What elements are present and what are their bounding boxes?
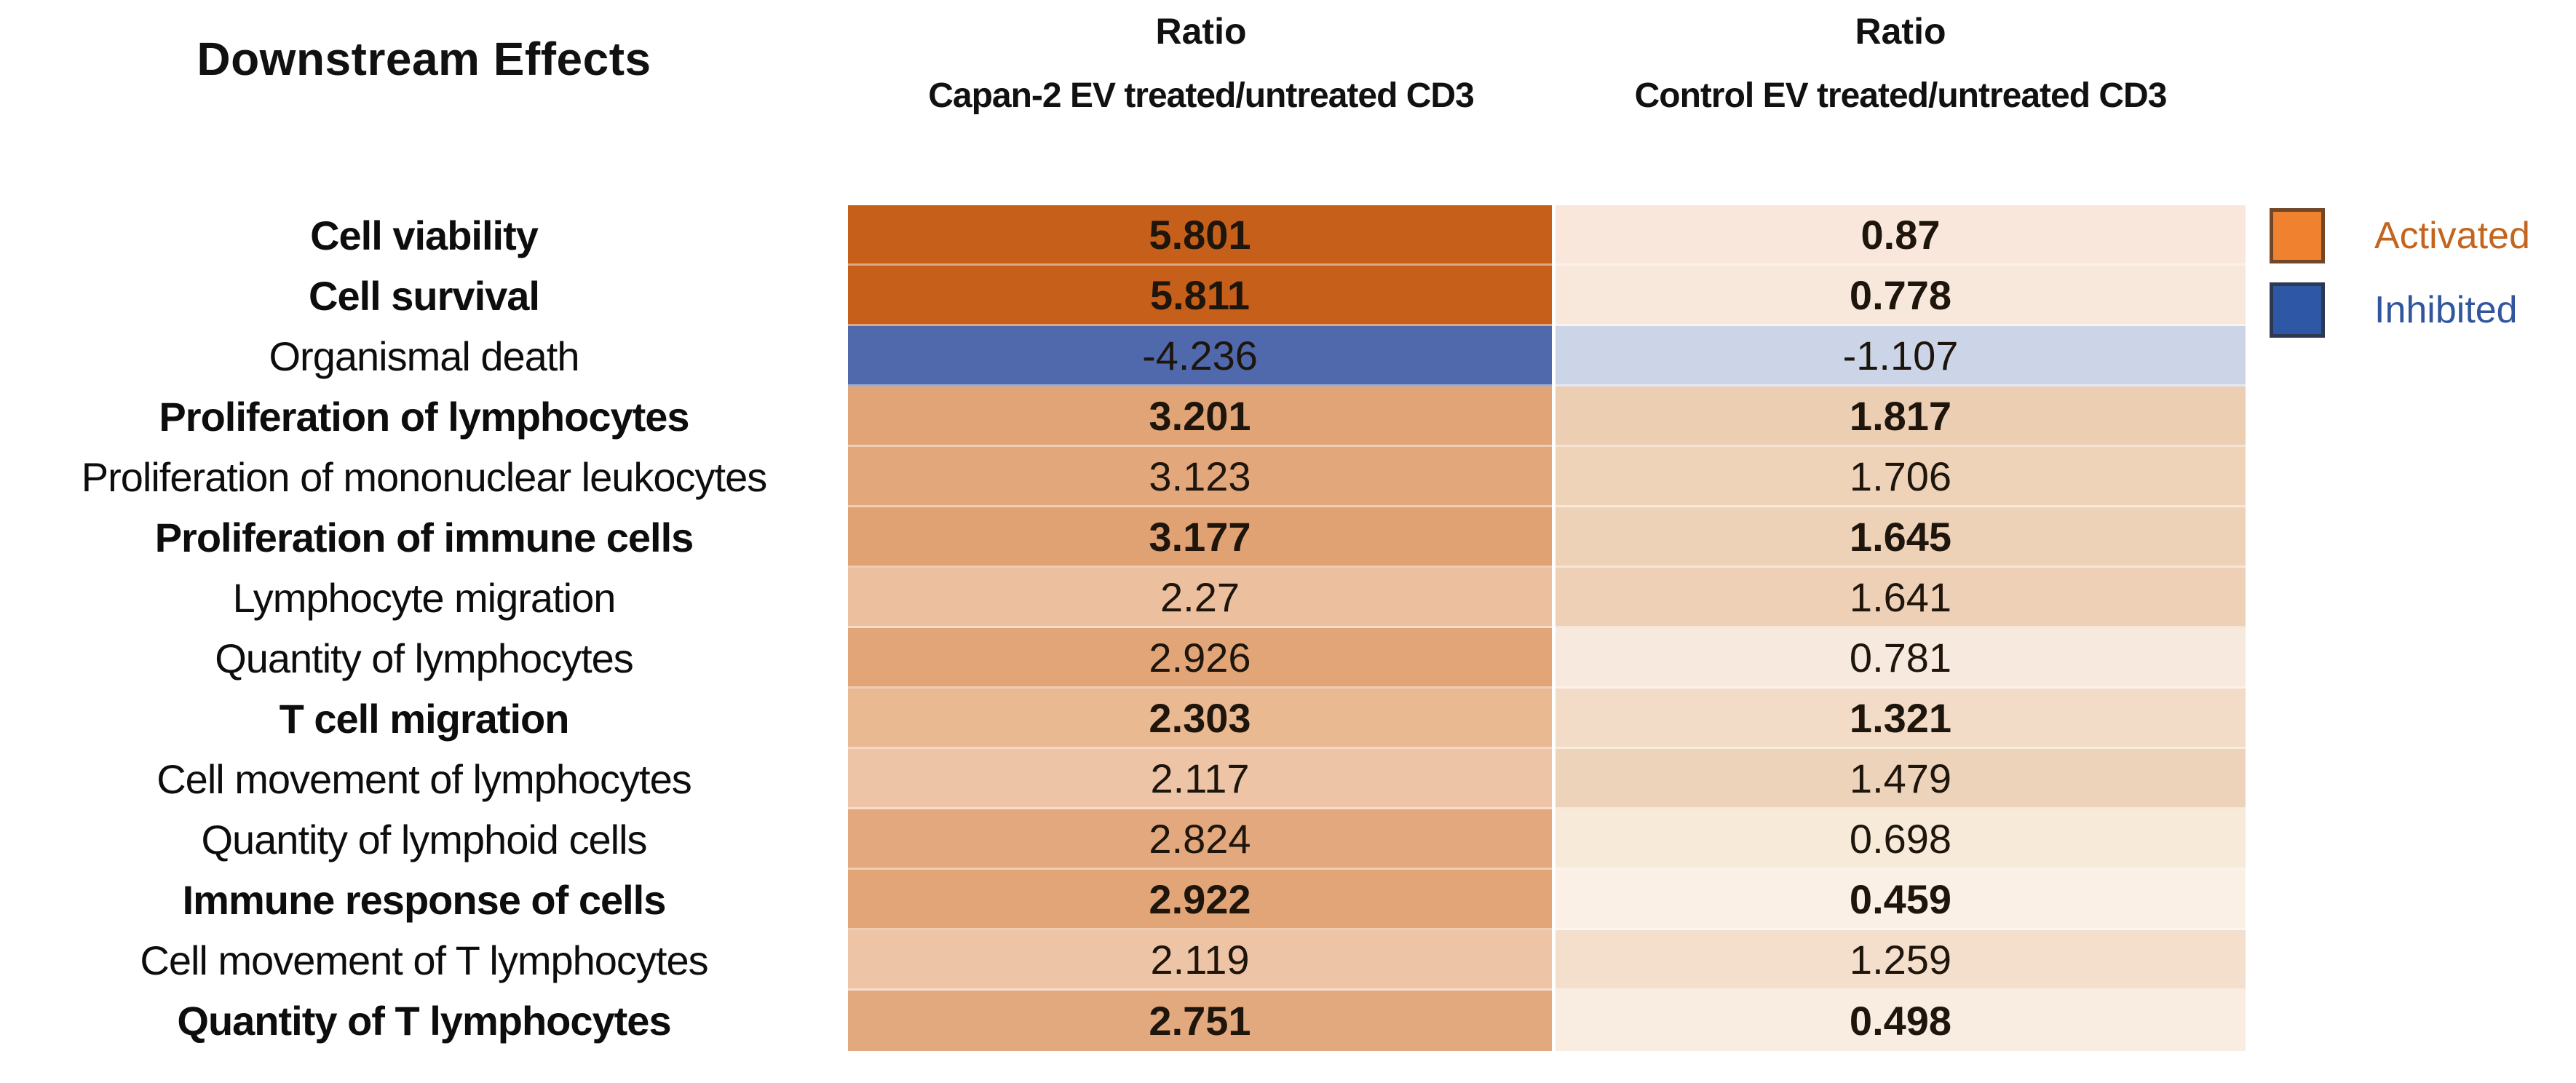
- table-row: Lymphocyte migration 2.27 1.641: [0, 568, 2246, 628]
- legend-item-activated: Activated: [2270, 208, 2530, 263]
- row-label: Lymphocyte migration: [232, 575, 617, 621]
- capan2-value-cell: 2.119: [848, 930, 1552, 991]
- row-label: Immune response of cells: [182, 877, 667, 923]
- row-label: Cell movement of lymphocytes: [156, 756, 692, 802]
- column-gap: [1552, 870, 1555, 930]
- capan2-value-cell: 2.926: [848, 628, 1552, 689]
- control-value-cell: 1.321: [1555, 689, 2246, 749]
- row-label: Proliferation of lymphocytes: [159, 394, 689, 440]
- row-label: Proliferation of mononuclear leukocytes: [81, 454, 768, 500]
- row-label: Proliferation of immune cells: [154, 515, 694, 560]
- column-gap: [1552, 507, 1555, 568]
- column-gap: [1552, 386, 1555, 447]
- control-value-cell: -1.107: [1555, 326, 2246, 386]
- figure-title: Downstream Effects: [197, 33, 651, 85]
- capan2-value-cell: 5.811: [848, 266, 1552, 326]
- capan2-value-cell: 2.117: [848, 749, 1552, 809]
- legend-label-inhibited: Inhibited: [2374, 289, 2518, 331]
- table-row: Proliferation of mononuclear leukocytes …: [0, 447, 2246, 507]
- control-value-cell: 1.259: [1555, 930, 2246, 991]
- capan2-value-cell: 2.751: [848, 991, 1552, 1051]
- column-gap: [1552, 809, 1555, 870]
- table-row: Proliferation of lymphocytes 3.201 1.817: [0, 386, 2246, 447]
- table-row: Cell movement of lymphocytes 2.117 1.479: [0, 749, 2246, 809]
- control-value-cell: 0.498: [1555, 991, 2246, 1051]
- column-gap: [1552, 991, 1555, 1051]
- control-value-cell: 1.479: [1555, 749, 2246, 809]
- control-value-cell: 0.459: [1555, 870, 2246, 930]
- capan2-value-cell: 2.303: [848, 689, 1552, 749]
- column-gap: [1552, 628, 1555, 689]
- heatmap-table: Cell viability 5.801 0.87 Cell survival …: [0, 205, 2246, 1051]
- control-value-cell: 1.817: [1555, 386, 2246, 447]
- column-gap: [1552, 689, 1555, 749]
- row-label: Quantity of lymphocytes: [215, 635, 634, 681]
- legend: Activated Inhibited: [2270, 208, 2530, 357]
- column-gap: [1552, 205, 1555, 266]
- control-value-cell: 1.641: [1555, 568, 2246, 628]
- row-label: Quantity of lymphoid cells: [201, 817, 647, 862]
- column-gap: [1552, 749, 1555, 809]
- control-value-cell: 1.706: [1555, 447, 2246, 507]
- capan2-value-cell: 3.177: [848, 507, 1552, 568]
- control-value-cell: 0.698: [1555, 809, 2246, 870]
- activated-swatch-icon: [2270, 208, 2325, 263]
- table-row: Quantity of lymphoid cells 2.824 0.698: [0, 809, 2246, 870]
- legend-label-activated: Activated: [2374, 215, 2530, 257]
- capan2-value-cell: 2.27: [848, 568, 1552, 628]
- capan2-value-cell: 2.824: [848, 809, 1552, 870]
- table-row: Cell movement of T lymphocytes 2.119 1.2…: [0, 930, 2246, 991]
- column-gap: [1552, 326, 1555, 386]
- control-subtitle: Control EV treated/untreated CD3: [1634, 76, 2168, 115]
- capan2-value-cell: 5.801: [848, 205, 1552, 266]
- column-gap: [1552, 568, 1555, 628]
- table-row: Cell survival 5.811 0.778: [0, 266, 2246, 326]
- capan2-value-cell: 2.922: [848, 870, 1552, 930]
- ratio-heading: Ratio: [1155, 11, 1247, 52]
- ratio-heading: Ratio: [1855, 11, 1946, 52]
- row-label: Cell movement of T lymphocytes: [140, 937, 708, 983]
- capan2-subtitle: Capan-2 EV treated/untreated CD3: [928, 76, 1475, 115]
- row-label: Cell survival: [309, 273, 540, 319]
- row-label: Organismal death: [269, 333, 579, 379]
- capan2-value-cell: -4.236: [848, 326, 1552, 386]
- table-row: Quantity of lymphocytes 2.926 0.781: [0, 628, 2246, 689]
- legend-item-inhibited: Inhibited: [2270, 282, 2530, 338]
- row-label: Quantity of T lymphocytes: [177, 998, 671, 1044]
- control-value-cell: 0.87: [1555, 205, 2246, 266]
- table-row: Organismal death -4.236 -1.107: [0, 326, 2246, 386]
- column-gap: [1552, 447, 1555, 507]
- table-row: Cell viability 5.801 0.87: [0, 205, 2246, 266]
- column-gap: [1552, 930, 1555, 991]
- capan2-value-cell: 3.123: [848, 447, 1552, 507]
- table-row: Quantity of T lymphocytes 2.751 0.498: [0, 991, 2246, 1051]
- control-value-cell: 0.778: [1555, 266, 2246, 326]
- control-value-cell: 0.781: [1555, 628, 2246, 689]
- control-value-cell: 1.645: [1555, 507, 2246, 568]
- column-gap: [1552, 266, 1555, 326]
- row-label: T cell migration: [279, 696, 570, 742]
- column-header-capan2: Ratio Capan-2 EV treated/untreated CD3: [849, 0, 1553, 116]
- column-header-control: Ratio Control EV treated/untreated CD3: [1555, 0, 2246, 116]
- capan2-value-cell: 3.201: [848, 386, 1552, 447]
- row-label: Cell viability: [310, 213, 539, 258]
- table-row: Immune response of cells 2.922 0.459: [0, 870, 2246, 930]
- inhibited-swatch-icon: [2270, 282, 2325, 338]
- table-row: Proliferation of immune cells 3.177 1.64…: [0, 507, 2246, 568]
- table-row: T cell migration 2.303 1.321: [0, 689, 2246, 749]
